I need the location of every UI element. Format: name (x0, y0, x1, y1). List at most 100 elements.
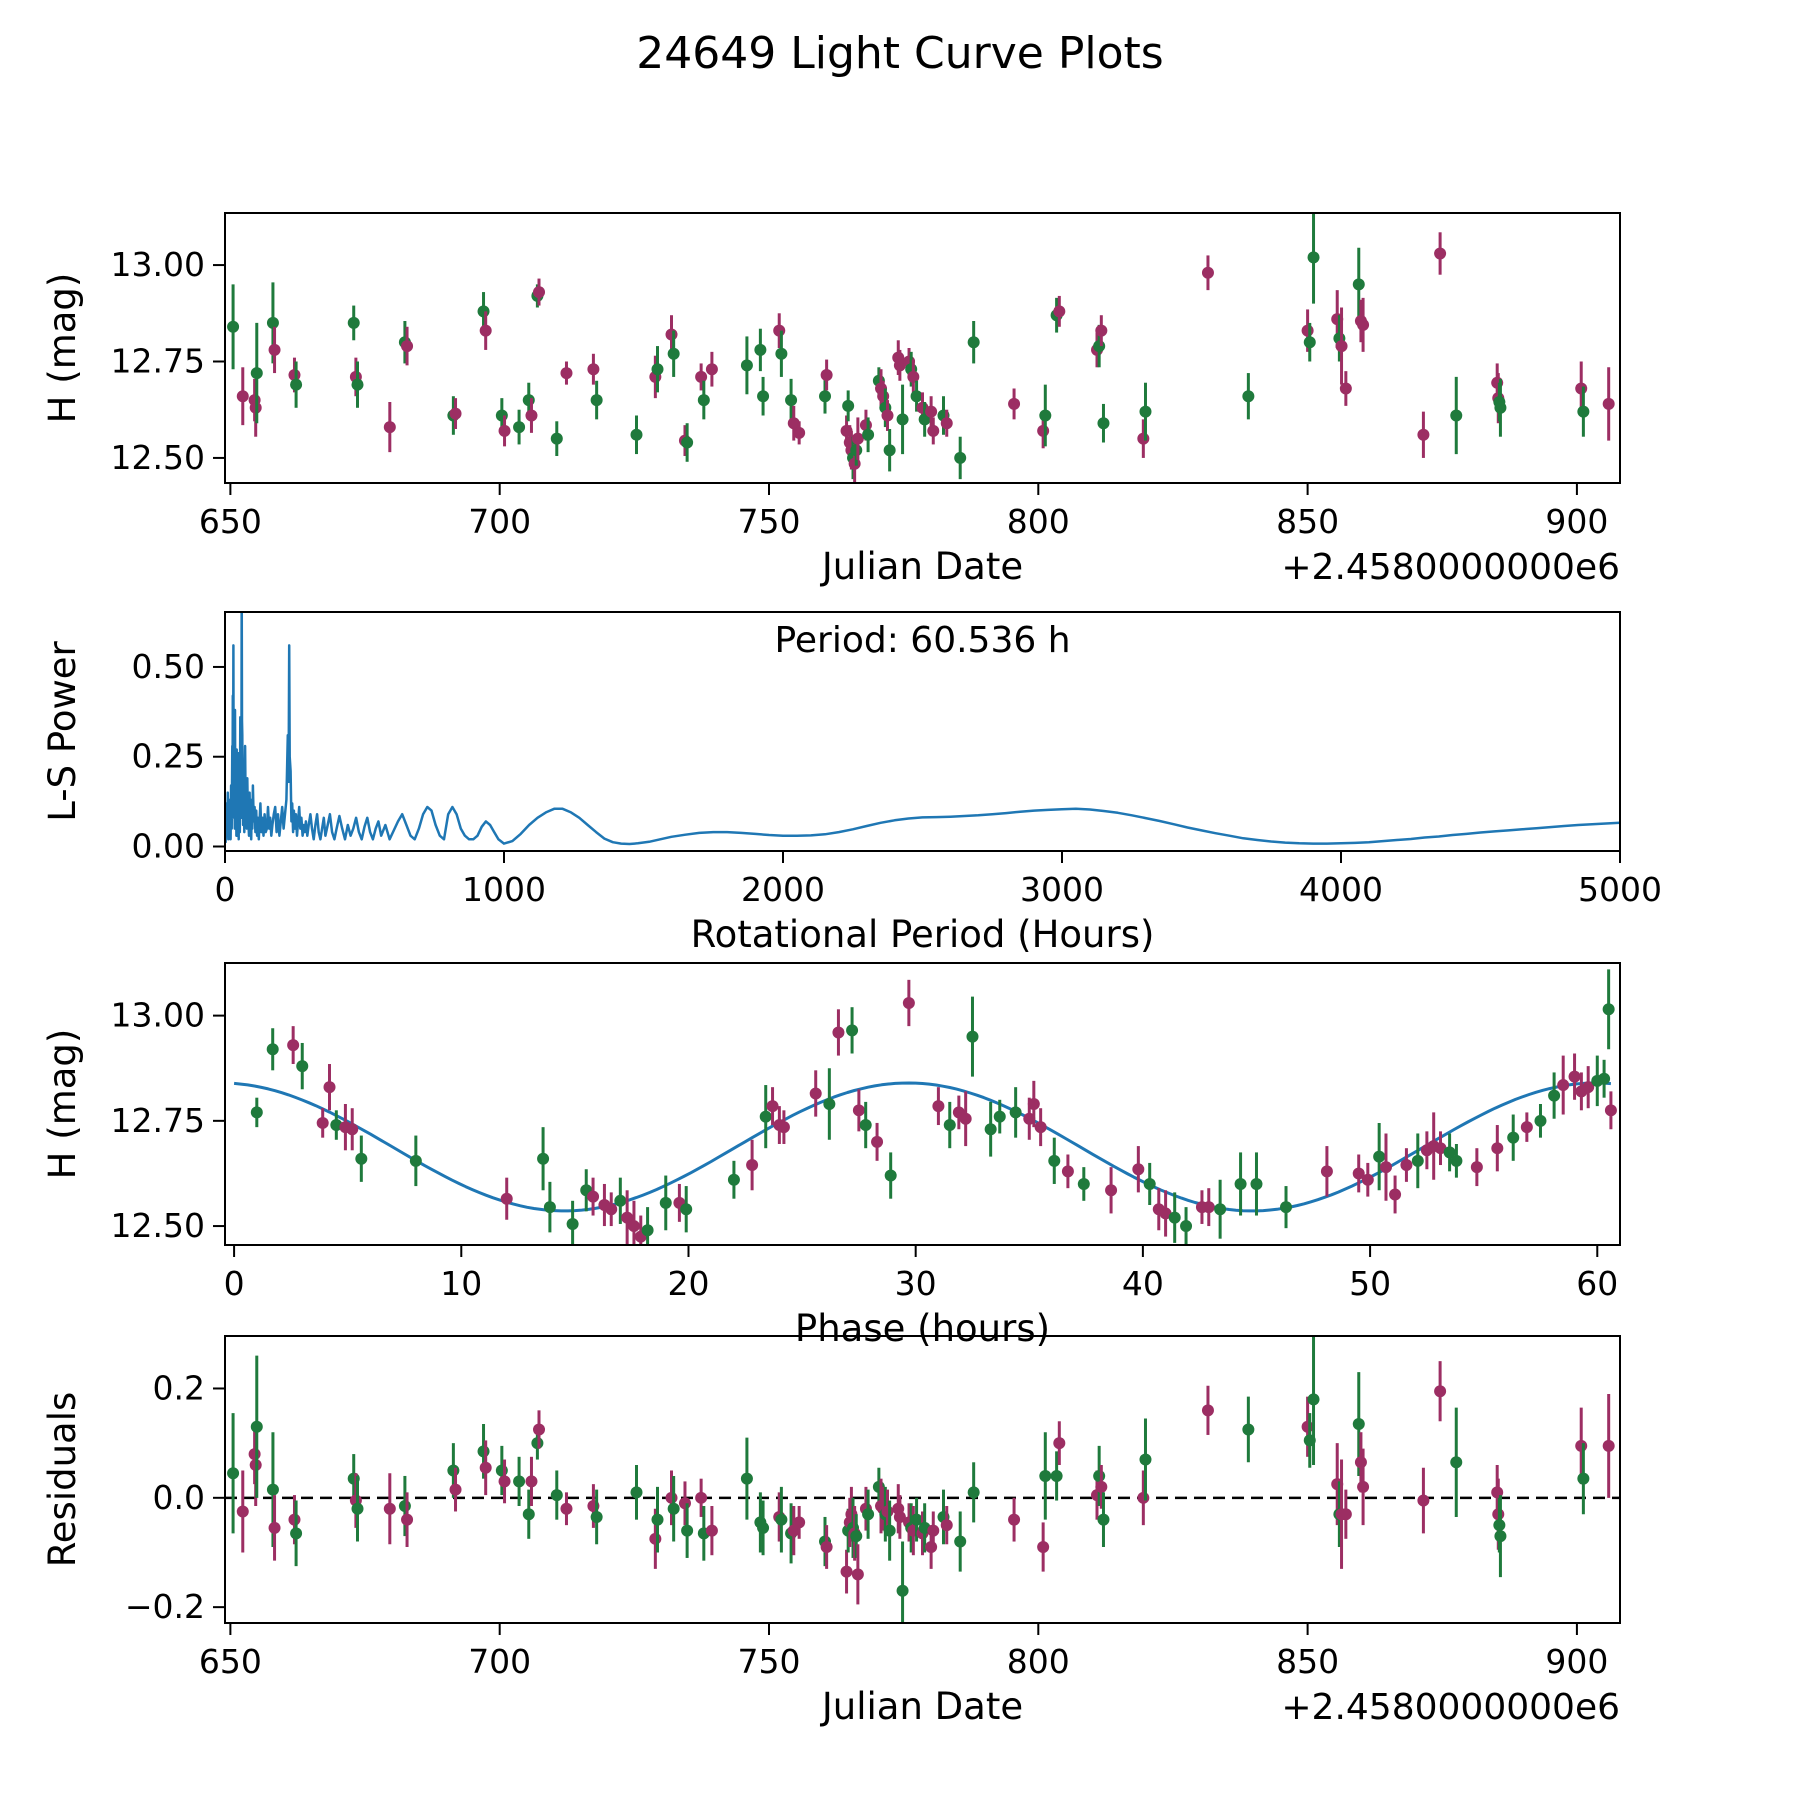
data-point (479, 324, 492, 337)
data-point (590, 1510, 603, 1523)
x-offset-text: +2.4580000000e6 (1281, 547, 1620, 588)
data-point (1137, 432, 1150, 445)
data-point (1139, 405, 1152, 418)
data-point (1357, 1480, 1370, 1493)
x-tick-label: 60 (1576, 1264, 1618, 1303)
data-point (1494, 1530, 1507, 1543)
data-point (495, 409, 508, 422)
data-point (1053, 1437, 1066, 1450)
data-point (1097, 417, 1110, 430)
data-point (1202, 1201, 1215, 1214)
data-point (1077, 1177, 1090, 1190)
x-tick-label: 20 (667, 1264, 709, 1303)
lightcurve-data-area (227, 213, 1615, 483)
data-point (966, 1030, 979, 1043)
data-point (287, 1039, 300, 1052)
data-point (1009, 1106, 1022, 1119)
data-point (993, 1110, 1006, 1123)
x-tick-label: 10 (440, 1264, 482, 1303)
lightcurve-plot: 650 700 750 800 850 900 12.50 12.75 13.00 Julian … (41, 212, 1621, 588)
data-point (1577, 405, 1590, 418)
data-point (479, 1461, 492, 1474)
data-point (1168, 1211, 1181, 1224)
data-point (627, 1220, 640, 1233)
data-point (967, 336, 980, 349)
data-point (775, 347, 788, 360)
data-point (1582, 1081, 1595, 1094)
data-point (398, 1500, 411, 1513)
data-point (759, 1110, 772, 1123)
x-tick-label: 0 (224, 1264, 245, 1303)
data-point (513, 1475, 526, 1488)
data-point (1400, 1159, 1413, 1172)
data-point (1507, 1131, 1520, 1144)
data-point (954, 1535, 967, 1548)
data-point (705, 363, 718, 376)
x-tick-label: 650 (199, 502, 262, 541)
axes-frame (224, 212, 1621, 484)
data-point (746, 1159, 759, 1172)
data-point (641, 1224, 654, 1237)
data-point (330, 1119, 343, 1132)
data-point (227, 1467, 240, 1480)
data-point (351, 1502, 364, 1515)
data-point (1339, 1508, 1352, 1521)
data-point (543, 1201, 556, 1214)
data-point (1037, 1541, 1050, 1554)
data-point (1201, 266, 1214, 279)
data-point (754, 343, 767, 356)
periodogram-plot: 0 1000 2000 3000 4000 5000 0.00 0.25 0.50 Rotatio… (41, 611, 1662, 956)
data-point (1053, 305, 1066, 318)
data-point (1352, 1167, 1365, 1180)
data-point (881, 409, 894, 422)
data-point (537, 1152, 550, 1165)
data-point (1520, 1121, 1533, 1134)
data-point (522, 1508, 535, 1521)
data-point (605, 1203, 618, 1216)
data-point (323, 1081, 336, 1094)
data-point (740, 359, 753, 372)
lightcurve-ylabel: H (mag) (41, 273, 84, 424)
y-tick-label: 12.50 (111, 438, 205, 477)
data-point (1557, 1079, 1570, 1092)
data-point (614, 1194, 627, 1207)
data-point (513, 421, 526, 434)
data-point (793, 426, 806, 439)
data-point (1434, 1385, 1447, 1398)
data-point (533, 286, 546, 299)
data-point (495, 1464, 508, 1477)
data-point (1491, 1142, 1504, 1155)
data-point (1050, 1469, 1063, 1482)
data-point (681, 436, 694, 449)
data-point (1602, 397, 1615, 410)
data-point (896, 1584, 909, 1597)
data-point (498, 1475, 511, 1488)
data-point (1037, 424, 1050, 437)
data-point (820, 369, 833, 381)
data-point (1242, 1423, 1255, 1436)
data-point (1354, 1456, 1367, 1469)
data-point (449, 407, 462, 420)
phase-xlabel: Phase (hours) (795, 1307, 1050, 1350)
data-point (1604, 1104, 1617, 1117)
y-tick-label: 0.0 (153, 1478, 205, 1517)
data-point (1034, 1121, 1047, 1134)
data-point (851, 432, 864, 445)
data-point (1137, 1491, 1150, 1504)
data-point (927, 424, 940, 437)
data-point (587, 363, 600, 376)
figure-title: 24649 Light Curve Plots (636, 28, 1164, 79)
data-point (1234, 1177, 1247, 1190)
data-point (1201, 1404, 1214, 1417)
data-point (881, 1505, 894, 1518)
data-point (250, 367, 263, 380)
data-point (757, 1521, 770, 1534)
y-tick-label: 0.50 (132, 647, 205, 686)
data-point (351, 378, 364, 391)
data-point (1061, 1165, 1074, 1178)
axes-frame (224, 611, 1621, 852)
data-point (296, 1060, 309, 1073)
data-point (1139, 1453, 1152, 1466)
data-point (525, 409, 538, 422)
